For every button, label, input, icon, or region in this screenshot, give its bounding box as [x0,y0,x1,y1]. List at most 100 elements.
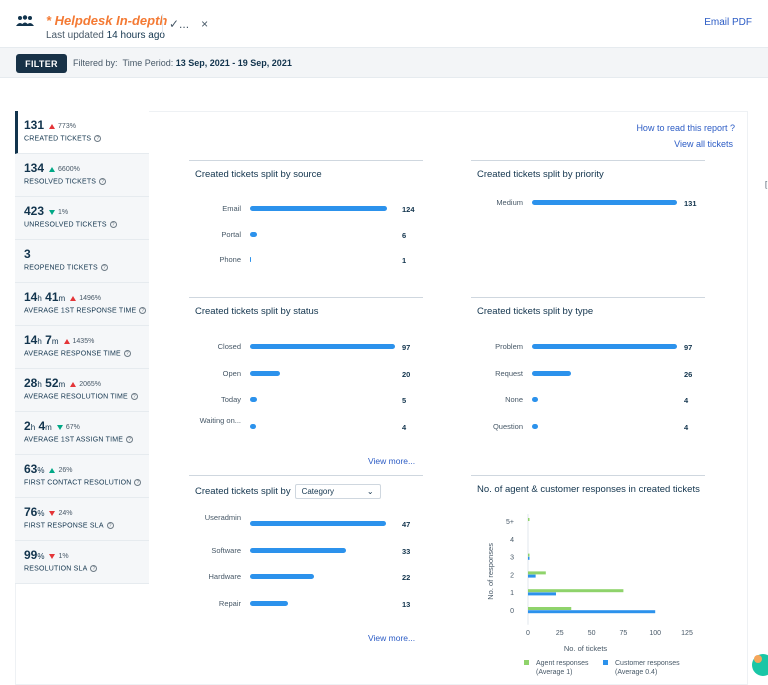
view-all-tickets-link[interactable]: View all tickets [674,139,733,149]
metric-reopened-tickets[interactable]: 3 REOPENED TICKETS? [15,240,149,283]
bar[interactable] [250,521,387,526]
bar-label: Waiting on... [199,415,241,425]
bar-row[interactable]: Portal 6 [189,230,417,241]
metric-first-response-sla[interactable]: 76% 24% FIRST RESPONSE SLA? [15,498,149,541]
chart-bar[interactable] [528,556,530,560]
bar-row[interactable]: Closed 97 [189,342,417,353]
chart-bar[interactable] [528,518,530,521]
bar[interactable] [250,600,288,606]
status-view-more-link[interactable]: View more... [368,456,416,466]
bar-row[interactable]: Hardware 22 [189,572,417,583]
info-icon[interactable]: ? [134,479,142,486]
bar[interactable] [250,397,258,402]
y-tick-label: 2 [510,572,514,579]
how-to-read-link[interactable]: How to read this report ? [636,123,735,133]
metric-label: FIRST CONTACT RESOLUTION? [24,479,149,486]
bar[interactable] [532,423,538,429]
metric-average-1st-response-time[interactable]: 14h 41m 1496% AVERAGE 1ST RESPONSE TIME? [15,283,149,326]
y-tick-label: 4 [510,537,514,544]
y-tick-label: 3 [510,555,514,562]
info-icon[interactable]: ? [90,565,98,572]
bar-label: Email [222,204,241,213]
chart-bar[interactable] [528,610,656,614]
save-check-icon[interactable]: ✓... [169,17,190,31]
bar[interactable] [250,547,346,553]
bar-count: 20 [402,369,411,379]
category-view-more-link[interactable]: View more... [368,633,416,643]
team-icon [16,15,34,26]
metric-change: 24% [49,510,73,517]
info-icon[interactable]: ? [139,307,147,314]
info-icon[interactable]: ? [106,522,114,529]
report-title[interactable]: * Helpdesk In-depth [46,13,168,28]
filter-summary: Filtered by: Time Period: 13 Sep, 2021 -… [73,58,292,68]
bar-row[interactable]: Repair 13 [189,598,417,610]
metric-change: 1% [49,553,69,560]
bar-row[interactable]: Medium 131 [471,198,699,209]
bar[interactable] [250,344,395,349]
metric-value: 28h 52m [24,376,66,390]
metric-average-response-time[interactable]: 14h 7m 1435% AVERAGE RESPONSE TIME? [15,326,149,369]
y-tick-label: 0 [510,608,514,615]
bar-row[interactable]: Request 26 [471,369,699,380]
chart-bar[interactable] [528,589,624,593]
bar[interactable] [250,370,280,376]
bar[interactable] [250,257,251,262]
bar-row[interactable]: Problem 97 [471,342,699,353]
bar-row[interactable]: Waiting on... 4 [189,416,417,433]
metric-resolution-sla[interactable]: 99% 1% RESOLUTION SLA? [15,541,149,584]
info-icon[interactable]: ? [123,350,131,357]
bar-row[interactable]: Open 20 [189,369,417,380]
email-pdf-link[interactable]: Email PDF [704,17,752,28]
info-icon[interactable]: ? [100,264,108,271]
bar[interactable] [250,231,257,237]
category-select[interactable]: Category ⌄ [294,484,381,499]
partial-edge-glyph: [ [765,180,768,189]
chart-bar[interactable] [528,592,556,596]
bar[interactable] [532,200,677,205]
metric-unresolved-tickets[interactable]: 423 1% UNRESOLVED TICKETS? [15,197,149,240]
bar-label: Repair [218,598,241,608]
metric-average-1st-assign-time[interactable]: 2h 4m 67% AVERAGE 1ST ASSIGN TIME? [15,412,149,455]
bar-row[interactable]: None 4 [471,395,699,406]
metric-value: 76% [24,505,45,519]
bar-count: 33 [402,546,411,556]
metric-resolved-tickets[interactable]: 134 6600% RESOLVED TICKETS? [15,154,149,197]
info-icon[interactable]: ? [130,393,138,400]
bar-row[interactable]: Useradmin 47 [189,513,417,530]
bar-row[interactable]: Email 124 [189,204,417,215]
metric-value: 3 [24,247,31,261]
bar[interactable] [532,370,571,376]
close-icon[interactable]: × [201,17,209,31]
bar[interactable] [250,574,314,579]
metric-created-tickets[interactable]: 131 773% CREATED TICKETS? [15,111,149,154]
bar-row[interactable]: Phone 1 [189,255,417,266]
bar-row[interactable]: Question 4 [471,422,699,433]
last-updated: Last updated 14 hours ago [46,30,165,41]
bar-count: 26 [684,369,693,379]
bar-row[interactable]: Software 33 [189,546,417,557]
info-icon[interactable]: ? [94,135,102,142]
metric-first-contact-resolution[interactable]: 63% 26% FIRST CONTACT RESOLUTION? [15,455,149,498]
up-arrow-icon [70,296,77,301]
bar[interactable] [532,344,677,349]
metric-average-resolution-time[interactable]: 28h 52m 2065% AVERAGE RESOLUTION TIME? [15,369,149,412]
bar-label: Hardware [208,572,241,581]
info-icon[interactable]: ? [126,436,134,443]
bar[interactable] [250,423,256,429]
bar-count: 22 [402,573,411,582]
legend-label[interactable]: Agent responses [536,660,589,667]
bar-label: Medium [496,198,523,207]
chart-bar[interactable] [528,571,546,575]
bar[interactable] [532,397,538,402]
bar-row[interactable]: Today 5 [189,395,417,406]
chart-bar[interactable] [528,553,530,557]
chart-bar[interactable] [528,574,536,578]
chart-bar[interactable] [528,607,572,610]
info-icon[interactable]: ? [109,221,117,228]
legend-label[interactable]: Customer responses [615,660,680,667]
bar[interactable] [250,206,388,211]
metric-change: 1496% [70,295,101,302]
filter-button[interactable]: FILTER [16,54,67,73]
info-icon[interactable]: ? [99,178,107,185]
